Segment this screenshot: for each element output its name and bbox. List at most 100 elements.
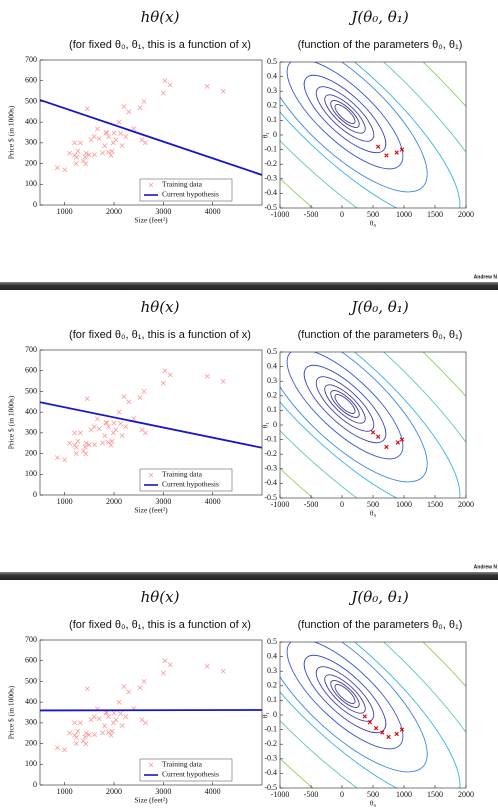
training-point [109, 728, 115, 734]
slide-separator [0, 572, 498, 580]
training-point [123, 714, 129, 720]
x-axis-label: θ₀ [370, 799, 377, 808]
training-point [160, 380, 166, 386]
x-tick-label: 1000 [57, 497, 73, 506]
y-tick-label: 500 [25, 676, 37, 685]
footer: Andrew N [474, 564, 498, 570]
training-point [67, 150, 73, 156]
y-tick-label: -0.5 [264, 493, 277, 502]
y-tick-label: 0.1 [267, 405, 277, 414]
plot-frame [39, 59, 263, 206]
training-point [118, 711, 123, 716]
training-point [54, 455, 60, 461]
contour-line [280, 62, 466, 208]
y-axis-label: θ₁ [261, 422, 270, 429]
legend-box [139, 758, 233, 782]
training-point [80, 448, 86, 454]
training-point [141, 98, 147, 104]
training-point [116, 409, 122, 415]
footer: Andrew N [474, 274, 498, 280]
legend-swatch [148, 182, 154, 188]
training-point [119, 723, 125, 728]
chart-subtitle: (function of the parameters θ₀, θ₁) [298, 619, 463, 631]
descent-step [384, 444, 389, 450]
training-point [137, 395, 143, 401]
training-point [116, 119, 122, 125]
legend-swatch [148, 762, 154, 768]
descent-step [375, 434, 381, 439]
training-point [204, 373, 210, 379]
chart-subtitle: (for fixed θ₀, θ₁, this is a function of… [69, 329, 251, 341]
x-tick-label: 1000 [57, 207, 73, 216]
training-point [131, 416, 137, 422]
y-tick-label: 400 [25, 697, 37, 706]
descent-step [394, 731, 399, 737]
training-point [86, 152, 92, 158]
y-tick-label: 0.3 [267, 666, 277, 675]
training-point [62, 167, 68, 173]
training-point [119, 143, 125, 148]
training-point [96, 136, 102, 142]
training-point [119, 433, 125, 438]
descent-step [395, 440, 400, 445]
y-tick-label: 500 [25, 96, 37, 105]
training-point [139, 717, 145, 723]
x-axis-label: θ₀ [370, 219, 377, 228]
contour-line [286, 62, 404, 170]
y-axis-label: θ₁ [261, 712, 270, 719]
y-tick-label: 0.2 [267, 391, 277, 400]
y-tick-label: 0 [33, 780, 37, 789]
y-tick-label: 100 [25, 759, 37, 768]
y-tick-label: -0.3 [264, 754, 277, 763]
y-tick-label: -0.2 [264, 739, 277, 748]
x-tick-label: -1000 [271, 790, 290, 799]
training-point [106, 729, 111, 735]
x-tick-label: 2000 [106, 207, 122, 216]
y-tick-label: 300 [25, 428, 37, 437]
training-point [204, 83, 210, 89]
x-tick-label: 1500 [427, 790, 443, 799]
contour-line [303, 364, 387, 444]
x-tick-label: 2000 [458, 500, 474, 509]
y-axis-label: Price $ (in 1000s) [7, 105, 16, 159]
contour-line [280, 352, 428, 483]
y-tick-label: -0.1 [264, 144, 277, 153]
training-point [102, 433, 108, 439]
training-point [72, 732, 78, 738]
x-tick-label: 4000 [205, 497, 221, 506]
x-tick-label: 3000 [155, 497, 171, 506]
x-tick-label: 1500 [427, 210, 443, 219]
training-point [111, 710, 117, 716]
training-point [141, 678, 147, 684]
x-tick-label: -1000 [271, 210, 290, 219]
y-tick-label: -0.1 [264, 724, 277, 733]
contour-line [324, 94, 366, 134]
plot-frame [279, 351, 467, 499]
training-point [167, 372, 173, 378]
training-point [88, 427, 94, 433]
contour-line [280, 352, 466, 498]
y-tick-label: 0.5 [267, 637, 277, 646]
contour-line [280, 352, 461, 498]
plot-area [40, 78, 262, 176]
y-tick-label: -0.2 [264, 159, 277, 168]
chart-title: hθ(x) [141, 298, 180, 316]
contour-line [315, 666, 375, 722]
training-point [106, 149, 111, 155]
y-tick-label: 0.2 [267, 681, 277, 690]
x-tick-label: 4000 [205, 787, 221, 796]
plot-area [280, 62, 466, 208]
contour-line [334, 104, 356, 124]
training-point [73, 741, 79, 747]
training-point [75, 148, 81, 154]
training-point [160, 670, 166, 676]
training-point [72, 430, 77, 436]
training-point [106, 439, 111, 445]
contour-line [334, 394, 356, 414]
training-point [123, 424, 129, 430]
training-point [88, 717, 94, 723]
training-point [111, 420, 117, 426]
training-point [80, 158, 86, 164]
x-tick-label: -500 [304, 790, 319, 799]
